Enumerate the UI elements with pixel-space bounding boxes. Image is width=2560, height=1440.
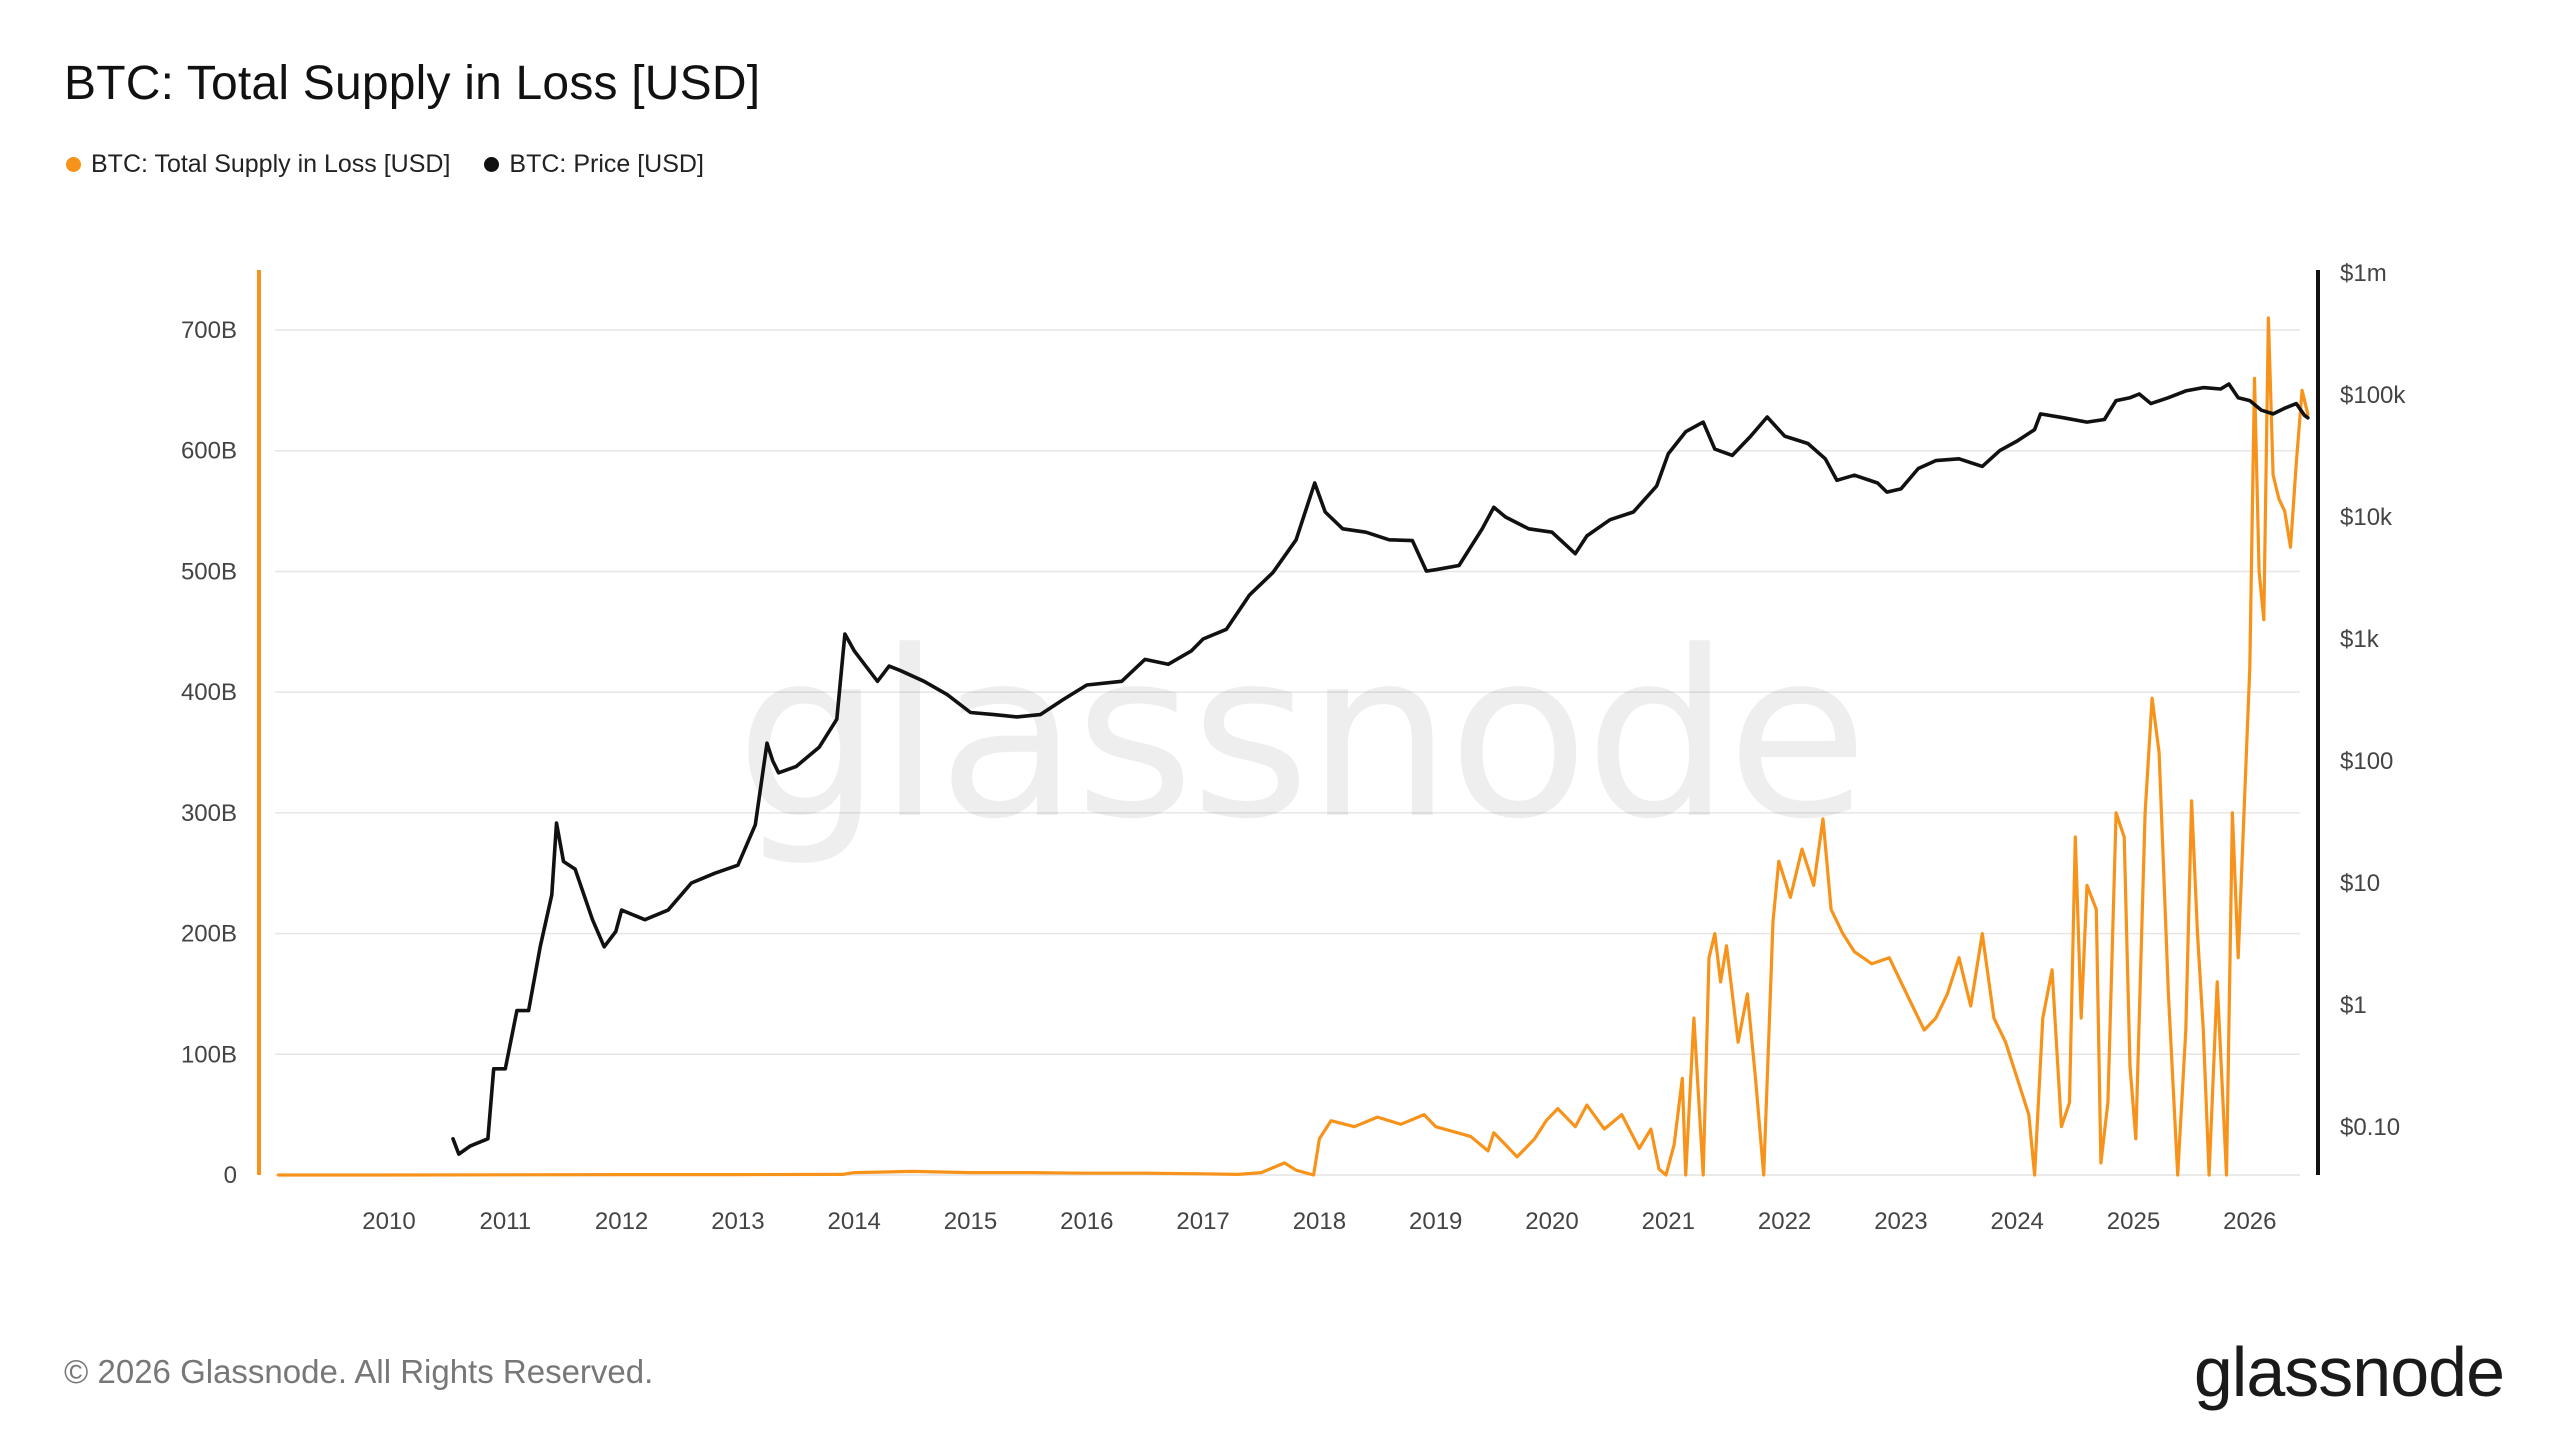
y-left-tick-label: 100B	[181, 1041, 237, 1068]
y-left-tick-label: 500B	[181, 558, 237, 585]
legend-item-price[interactable]: BTC: Price [USD]	[484, 150, 704, 179]
x-tick-label: 2014	[828, 1208, 881, 1235]
y-left-tick-label: 600B	[181, 438, 237, 465]
x-tick-label: 2023	[1874, 1208, 1927, 1235]
x-tick-label: 2025	[2107, 1208, 2160, 1235]
y-left-tick-label: 200B	[181, 921, 237, 948]
axes: 0 100B 200B 300B 400B 500B 600B 700B $0.10 $1 $10 $…	[181, 260, 2406, 1235]
legend-label-supply-in-loss: BTC: Total Supply in Loss [USD]	[91, 150, 451, 178]
x-tick-label: 2011	[479, 1208, 531, 1235]
y-left-tick-label: 400B	[181, 679, 237, 706]
copyright-footer: © 2026 Glassnode. All Rights Reserved.	[64, 1353, 654, 1390]
x-tick-label: 2015	[944, 1208, 997, 1235]
chart-legend: BTC: Total Supply in Loss [USD] BTC: Pri…	[66, 150, 704, 179]
legend-label-price: BTC: Price [USD]	[509, 150, 704, 178]
y-right-tick-label: $100	[2340, 748, 2393, 775]
y-right-tick-label: $10	[2340, 870, 2380, 897]
series-layer	[276, 316, 2310, 1177]
chart-title: BTC: Total Supply in Loss [USD]	[64, 57, 761, 110]
y-left-tick-label: 0	[224, 1162, 237, 1189]
x-tick-label: 2021	[1642, 1208, 1695, 1235]
x-tick-label: 2012	[595, 1208, 648, 1235]
legend-dot-price	[484, 157, 500, 172]
series-line-price	[451, 382, 2310, 1156]
y-right-tick-label: $10k	[2340, 504, 2393, 531]
series-line-supply-in-loss	[276, 316, 2310, 1177]
y-right-tick-label: $0.10	[2340, 1114, 2400, 1141]
x-tick-label: 2022	[1758, 1208, 1811, 1235]
legend-dot-supply-in-loss	[66, 157, 81, 172]
y-right-tick-label: $100k	[2340, 382, 2406, 409]
y-right-tick-label: $1k	[2340, 626, 2380, 653]
watermark-text: glassnode	[736, 603, 1865, 870]
x-tick-label: 2024	[1991, 1208, 2044, 1235]
x-tick-label: 2026	[2223, 1208, 2276, 1235]
glassnode-logo[interactable]: glassnode	[2193, 1333, 2505, 1411]
x-tick-label: 2018	[1293, 1208, 1346, 1235]
legend-item-supply-in-loss[interactable]: BTC: Total Supply in Loss [USD]	[66, 150, 450, 179]
y-left-tick-label: 700B	[181, 317, 237, 344]
y-right-tick-label: $1	[2340, 992, 2367, 1019]
x-tick-label: 2010	[362, 1208, 415, 1235]
y-left-tick-label: 300B	[181, 800, 237, 827]
x-tick-label: 2017	[1176, 1208, 1229, 1235]
x-tick-label: 2019	[1409, 1208, 1462, 1235]
x-tick-label: 2013	[711, 1208, 764, 1235]
x-tick-label: 2020	[1525, 1208, 1578, 1235]
y-right-tick-label: $1m	[2340, 260, 2387, 287]
x-tick-label: 2016	[1060, 1208, 1113, 1235]
